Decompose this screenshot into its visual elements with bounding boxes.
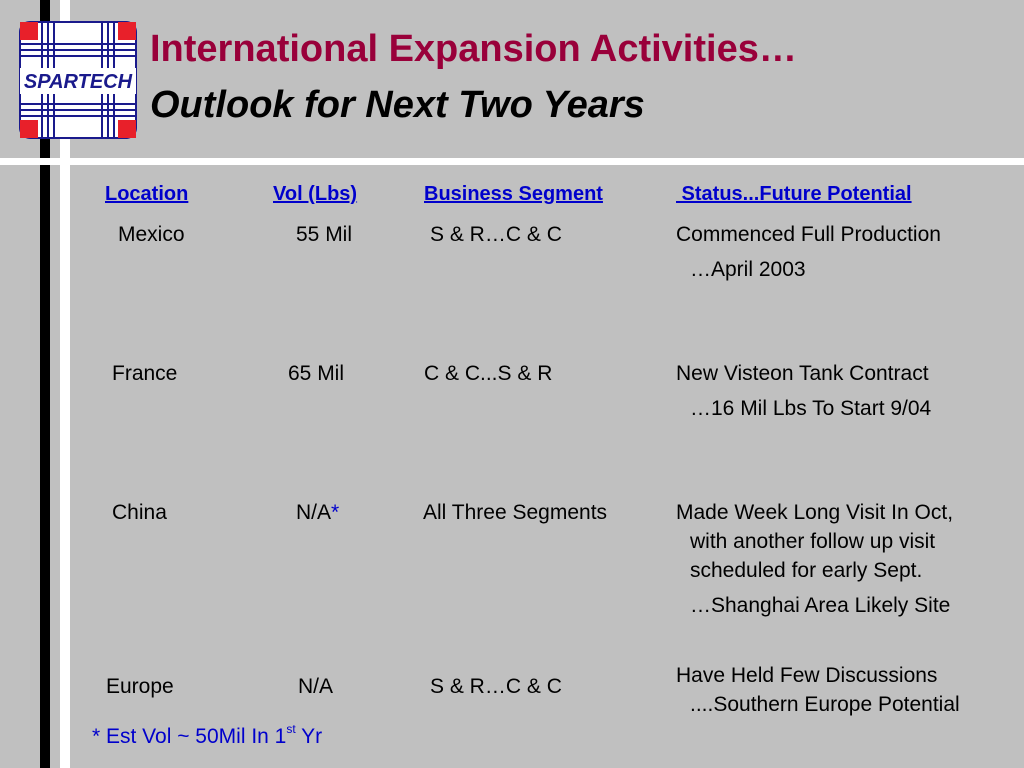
header-status: Status...Future Potential [676,183,912,205]
row-mexico-volume: 55 Mil [296,223,353,246]
title-divider [0,158,1024,165]
row-europe-location: Europe [106,675,174,698]
spartech-logo: SPARTECH [16,18,140,142]
header-location: Location [105,183,189,205]
row-france-volume: 65 Mil [288,362,345,385]
header-business-segment: Business Segment [424,183,603,205]
row-mexico-location: Mexico [118,223,185,246]
logo-text: SPARTECH [24,71,133,93]
decorative-black-bar [40,0,50,768]
slide-title: International Expansion Activities… [150,28,797,70]
row-mexico-status: Commenced Full Production …April 2003 [676,223,941,281]
decorative-white-bar [60,0,70,768]
row-france-status: New Visteon Tank Contract …16 Mil Lbs To… [676,362,932,420]
row-china-volume: N/A* [296,501,340,524]
row-france-location: France [112,362,178,385]
row-china-segment: All Three Segments [423,501,608,524]
row-mexico-segment: S & R…C & C [430,223,562,246]
row-europe-volume: N/A [298,675,334,698]
row-france-segment: C & C...S & R [424,362,553,385]
row-china-status: Made Week Long Visit In Oct, with anothe… [676,501,954,617]
slide-subtitle: Outlook for Next Two Years [150,84,645,126]
header-volume: Vol (Lbs) [273,183,358,205]
footnote: * Est Vol ~ 50Mil In 1st Yr [92,722,323,748]
row-china-location: China [112,501,167,524]
row-europe-status: Have Held Few Discussions ....Southern E… [676,664,960,716]
row-europe-segment: S & R…C & C [430,675,562,698]
